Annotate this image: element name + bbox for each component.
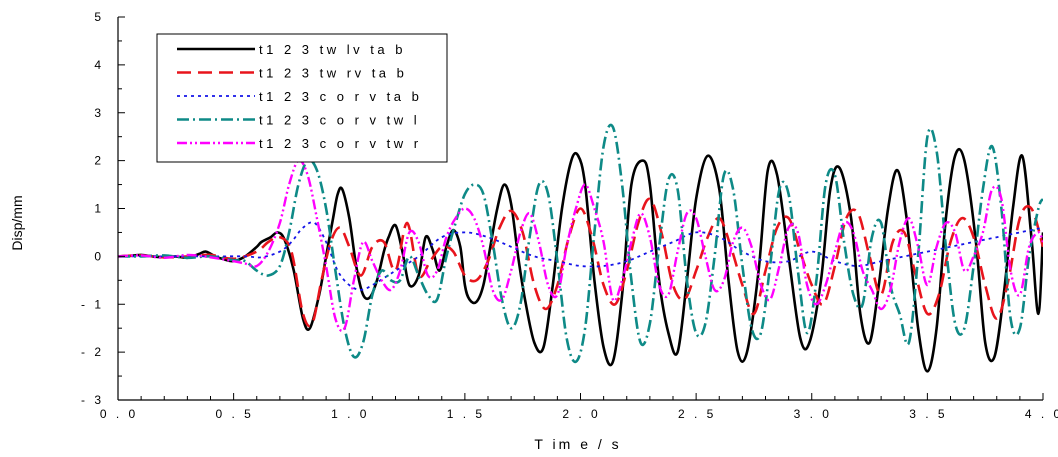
legend-label: t1 2 3 tw lv ta b bbox=[259, 42, 406, 57]
series-line-2 bbox=[118, 197, 1043, 328]
series-line-1 bbox=[118, 147, 1043, 373]
series-line-5 bbox=[118, 159, 1043, 333]
legend-label: t1 2 3 c o r v ta b bbox=[259, 89, 422, 104]
y-tick-label: - 2 bbox=[81, 345, 104, 359]
x-tick-label: 3 . 5 bbox=[909, 407, 947, 421]
x-tick-label: 1 . 0 bbox=[331, 407, 369, 421]
x-tick-label: 0 . 5 bbox=[215, 407, 253, 421]
legend-label: t1 2 3 tw rv ta b bbox=[259, 66, 407, 81]
y-axis-title: Disp/mm bbox=[9, 195, 25, 250]
axes-layer: 0 . 0 0 . 5 1 . 0 1 . 5 2 . 0 2 . 5 3 . 0 3 . 5… bbox=[81, 10, 1058, 421]
y-tick-label: 1 bbox=[94, 202, 104, 216]
legend-label: t1 2 3 c o r v tw l bbox=[259, 113, 420, 128]
y-tick-label: 4 bbox=[94, 58, 104, 72]
y-tick-label: - 1 bbox=[81, 297, 104, 311]
x-tick-label: 1 . 5 bbox=[447, 407, 485, 421]
series-layer bbox=[118, 123, 1043, 373]
x-tick-label: 0 . 0 bbox=[100, 407, 138, 421]
legend-label: t1 2 3 c o r v tw r bbox=[259, 136, 422, 151]
y-tick-label: 5 bbox=[94, 10, 104, 24]
y-tick-label: 2 bbox=[94, 154, 104, 168]
x-tick-label: 2 . 5 bbox=[678, 407, 716, 421]
y-tick-label: 0 bbox=[94, 249, 104, 263]
x-axis-title: T im e / s bbox=[534, 436, 621, 452]
legend-box bbox=[156, 33, 448, 163]
y-tick-label: - 3 bbox=[81, 393, 104, 407]
y-tick-label: 3 bbox=[94, 106, 104, 120]
legend: t1 2 3 tw lv ta b t1 2 3 tw rv ta b t1 2 3… bbox=[156, 33, 448, 163]
x-tick-label: 4 . 0 bbox=[1025, 407, 1058, 421]
x-tick-label: 3 . 0 bbox=[794, 407, 832, 421]
x-tick-label: 2 . 0 bbox=[562, 407, 600, 421]
